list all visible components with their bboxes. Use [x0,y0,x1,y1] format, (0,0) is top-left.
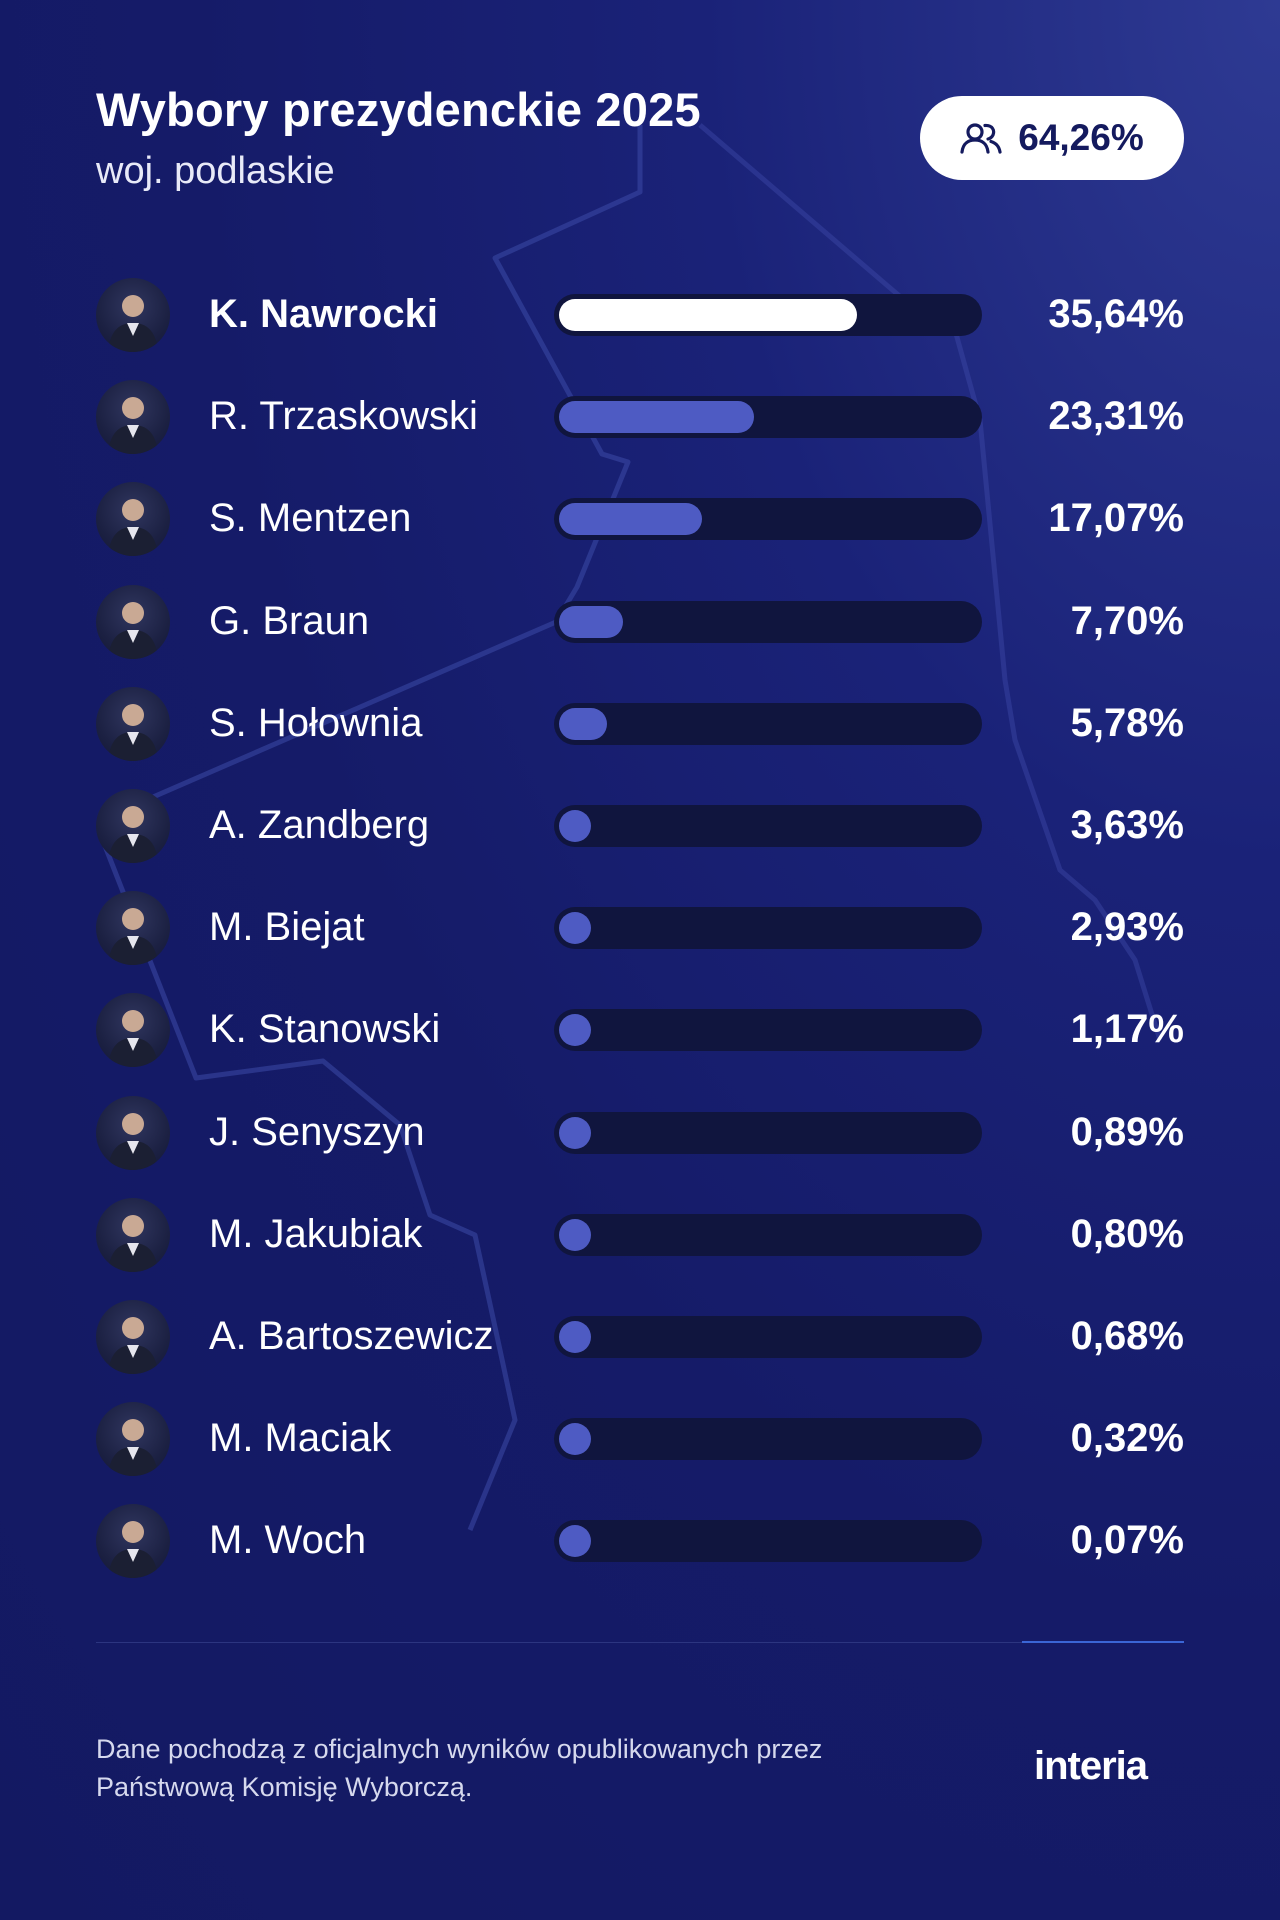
source-note: Dane pochodzą z oficjalnych wyników opub… [96,1734,823,1802]
bar-track [554,702,982,745]
candidate-name: K. Stanowski [209,1007,441,1052]
candidate-name: M. Biejat [209,905,365,950]
candidate-avatar [96,278,170,352]
candidate-name: M. Woch [209,1518,367,1563]
bar [559,1321,591,1353]
candidate-avatar [96,1504,170,1579]
candidate-avatar [96,789,170,863]
bar-track [554,1316,982,1358]
bar [559,605,624,638]
bar [559,912,591,945]
bar-track [554,1111,982,1154]
bar [559,1525,591,1558]
bar [559,1218,591,1251]
data-label: 3,63% [1070,803,1184,847]
bar-track [554,1520,982,1563]
chart-row: A. Bartoszewicz 0,68% [96,1300,1184,1376]
people-icon [960,123,1002,154]
turnout-value: 64,26% [1018,117,1144,158]
footer-divider-accent [1022,1641,1184,1643]
data-label: 1,17% [1070,1007,1184,1052]
chart-row: R. Trzaskowski 23,31% [96,380,1184,456]
bar [559,401,754,434]
candidate-name: A. Bartoszewicz [209,1314,494,1358]
page-title: Wybory prezydenckie 2025 [96,83,701,136]
bar [559,1014,591,1047]
bar-track [554,805,982,847]
chart-row: A. Zandberg 3,63% [96,789,1184,865]
data-label: 0,89% [1070,1109,1184,1154]
candidate-avatar [96,1402,170,1477]
bar-track [554,498,982,541]
candidate-name: G. Braun [209,598,370,643]
bar [559,299,857,331]
candidate-name: K. Nawrocki [209,292,438,336]
page-subtitle: woj. podlaskie [96,150,335,192]
candidate-avatar [96,1197,170,1272]
chart-row: M. Jakubiak 0,80% [96,1197,1184,1274]
footer-divider [96,1642,1184,1643]
candidate-avatar [96,1300,170,1374]
chart-row: G. Braun 7,70% [96,584,1184,661]
data-label: 0,32% [1070,1416,1184,1461]
data-label: 5,78% [1070,700,1184,745]
chart-row: K. Stanowski 1,17% [96,993,1184,1069]
chart-row: M. Biejat 2,93% [96,891,1184,967]
bar [559,1423,591,1456]
bar-track [554,600,982,643]
candidate-name: M. Maciak [209,1416,392,1461]
bar-track [554,396,982,439]
data-label: 0,07% [1070,1518,1184,1563]
chart-row: K. Nawrocki 35,64% [96,278,1184,354]
data-label: 35,64% [1048,292,1184,336]
candidate-avatar [96,1095,170,1170]
turnout-badge: 64,26% [920,96,1184,180]
bar [559,707,608,740]
data-label: 17,07% [1048,496,1184,541]
data-label: 2,93% [1070,905,1184,950]
candidate-name: R. Trzaskowski [209,394,478,439]
bar [559,810,591,842]
candidate-avatar [96,584,170,659]
chart-row: M. Maciak 0,32% [96,1402,1184,1478]
bar-track [554,294,982,336]
data-label: 7,70% [1070,598,1184,643]
candidate-avatar [96,380,170,455]
chart-row: S. Mentzen 17,07% [96,482,1184,558]
bar-track [554,907,982,950]
bar [559,1116,591,1149]
candidate-avatar [96,686,170,761]
chart-row: M. Woch 0,07% [96,1504,1184,1580]
bar [559,503,702,536]
candidate-avatar [96,993,170,1068]
bar-track [554,1418,982,1461]
data-label: 0,80% [1070,1211,1184,1256]
candidate-name: S. Mentzen [209,496,412,541]
chart-row: J. Senyszyn 0,89% [96,1095,1184,1172]
bar-track [554,1009,982,1052]
interia-logo: interia [1034,1744,1148,1788]
candidate-name: A. Zandberg [209,803,430,847]
data-label: 0,68% [1070,1314,1184,1358]
candidate-name: S. Hołownia [209,700,423,745]
chart-row: S. Hołownia 5,78% [96,686,1184,763]
candidate-name: M. Jakubiak [209,1211,423,1256]
data-label: 23,31% [1048,394,1184,439]
candidate-avatar [96,482,170,557]
candidate-name: J. Senyszyn [209,1109,425,1154]
bar-track [554,1213,982,1256]
candidate-avatar [96,891,170,966]
